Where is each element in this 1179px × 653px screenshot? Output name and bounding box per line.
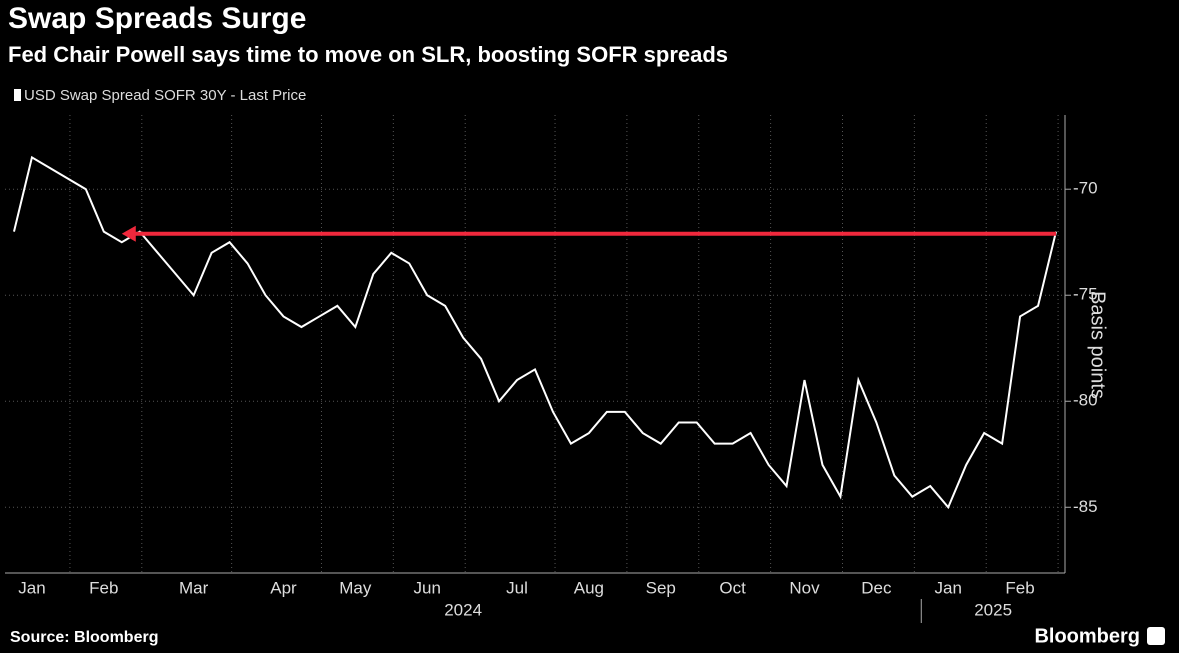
x-tick-label: Jul — [506, 578, 528, 597]
x-tick-label: Mar — [179, 578, 209, 597]
x-group-label: 2025 — [974, 600, 1012, 619]
y-tick-label: -75 — [1073, 285, 1098, 304]
x-tick-label: Jun — [413, 578, 440, 597]
chart-subtitle: Fed Chair Powell says time to move on SL… — [8, 42, 728, 67]
x-tick-label: Aug — [574, 578, 604, 597]
x-tick-label: Dec — [861, 578, 892, 597]
brand: Bloomberg — [1034, 625, 1140, 647]
x-tick-label: Jan — [935, 578, 962, 597]
series-line — [13, 155, 1057, 510]
chart-title: Swap Spreads Surge — [8, 2, 306, 35]
source: Source: Bloomberg — [10, 629, 158, 646]
legend-label: USD Swap Spread SOFR 30Y - Last Price — [24, 87, 306, 104]
x-tick-label: Jan — [18, 578, 45, 597]
x-group-label: 2024 — [444, 600, 482, 619]
x-tick-label: May — [339, 578, 372, 597]
x-tick-label: Sep — [646, 578, 676, 597]
brand-icon — [1147, 627, 1165, 645]
x-tick-label: Feb — [1005, 578, 1034, 597]
y-axis-title: Basis points — [1087, 291, 1109, 399]
y-tick-label: -85 — [1073, 497, 1098, 516]
x-tick-label: Oct — [719, 578, 746, 597]
x-tick-label: Feb — [89, 578, 118, 597]
x-tick-label: Nov — [789, 578, 820, 597]
x-tick-label: Apr — [270, 578, 297, 597]
legend-swatch — [14, 89, 21, 101]
y-tick-label: -70 — [1073, 179, 1098, 198]
y-tick-label: -80 — [1073, 391, 1098, 410]
annotation-arrowhead — [121, 225, 136, 242]
